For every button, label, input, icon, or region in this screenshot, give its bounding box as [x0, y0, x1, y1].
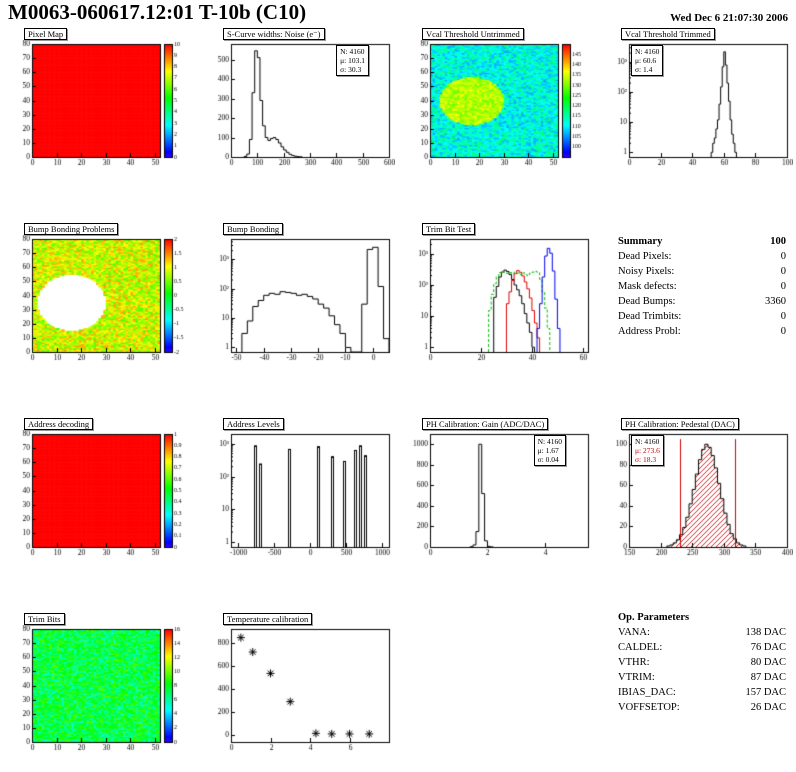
op-parameters-header: Op. Parameters	[618, 610, 786, 625]
summary-value: 0	[780, 266, 786, 277]
op-label: IBIAS_DAC:	[618, 687, 676, 698]
panel-trim-bits: Trim Bits	[6, 613, 198, 763]
summary-row-address-probl: Address Probl: 0	[618, 324, 786, 339]
trim-bit-test-histograms	[404, 235, 594, 365]
panel-title-ph-pedestal: PH Calibration: Pedestal (DAC)	[621, 418, 739, 430]
stat-mean: μ: 273.6	[635, 446, 660, 455]
panel-title-vcal-trimmed: Vcal Threshold Trimmed	[621, 28, 715, 40]
summary-label: Dead Pixels:	[618, 251, 672, 262]
panel-pixel-map: Pixel Map	[6, 28, 198, 178]
summary-value: 0	[780, 326, 786, 337]
stat-sigma: σ: 18.3	[635, 455, 657, 464]
stat-entries: N: 4160	[635, 437, 660, 446]
op-label: VOFFSETOP:	[618, 702, 680, 713]
stat-mean: μ: 103.1	[340, 56, 365, 65]
summary-value: 0	[780, 281, 786, 292]
panel-title-scurve-noise: S-Curve widths: Noise (e⁻)	[223, 28, 325, 40]
panel-vcal-untrimmed: Vcal Threshold Untrimmed	[404, 28, 596, 178]
op-row-caldel: CALDEL: 76 DAC	[618, 640, 786, 655]
page-title: M0063-060617.12:01 T-10b (C10)	[8, 0, 307, 24]
panel-title-bump-bonding: Bump Bonding	[223, 223, 284, 235]
panel-ph-gain: PH Calibration: Gain (ADC/DAC) N: 4160 μ…	[404, 418, 596, 568]
op-row-vtrim: VTRIM: 87 DAC	[618, 670, 786, 685]
op-row-voffsetop: VOFFSETOP: 26 DAC	[618, 700, 786, 715]
trim-bits-heatmap	[6, 625, 196, 755]
op-label: VTHR:	[618, 657, 650, 668]
stats-box-ph-gain: N: 4160 μ: 1.67 σ: 0.04	[533, 435, 566, 466]
summary-label: Dead Trimbits:	[618, 311, 682, 322]
op-value: 76 DAC	[750, 642, 786, 653]
panel-title-ph-gain: PH Calibration: Gain (ADC/DAC)	[422, 418, 549, 430]
address-decoding-heatmap	[6, 430, 196, 560]
stat-sigma: σ: 1.4	[635, 65, 653, 74]
op-row-ibias-dac: IBIAS_DAC: 157 DAC	[618, 685, 786, 700]
panel-title-trim-bit-test: Trim Bit Test	[422, 223, 476, 235]
op-label: VANA:	[618, 627, 650, 638]
op-value: 26 DAC	[750, 702, 786, 713]
op-value: 157 DAC	[745, 687, 786, 698]
stat-entries: N: 4160	[340, 47, 365, 56]
op-parameters-title: Op. Parameters	[618, 612, 690, 623]
summary-label: Mask defects:	[618, 281, 677, 292]
summary-row-dead-bumps: Dead Bumps: 3360	[618, 294, 786, 309]
panel-title-address-levels: Address Levels	[223, 418, 284, 430]
summary-title: Summary	[618, 236, 663, 247]
stat-entries: N: 4160	[635, 47, 660, 56]
summary-value: 3360	[765, 296, 786, 307]
summary-label: Address Probl:	[618, 326, 681, 337]
address-levels-histogram	[205, 430, 395, 560]
op-value: 138 DAC	[745, 627, 786, 638]
panel-trim-bit-test: Trim Bit Test	[404, 223, 596, 373]
stat-sigma: σ: 0.04	[537, 455, 559, 464]
summary-row-noisy-pixels: Noisy Pixels: 0	[618, 264, 786, 279]
stat-sigma: σ: 30.3	[340, 65, 362, 74]
summary-header: Summary 100	[618, 234, 786, 249]
panel-title-bump-problems: Bump Bonding Problems	[24, 223, 119, 235]
panel-bump-problems: Bump Bonding Problems	[6, 223, 198, 373]
summary-value: 0	[780, 251, 786, 262]
panel-scurve-noise: S-Curve widths: Noise (e⁻) N: 4160 μ: 10…	[205, 28, 397, 178]
panel-vcal-trimmed: Vcal Threshold Trimmed N: 4160 μ: 60.6 σ…	[603, 28, 795, 178]
op-label: VTRIM:	[618, 672, 655, 683]
summary-value: 0	[780, 311, 786, 322]
pixel-map-heatmap	[6, 40, 196, 170]
panel-ph-pedestal: PH Calibration: Pedestal (DAC) N: 4160 μ…	[603, 418, 795, 568]
stats-box-vcal-trimmed: N: 4160 μ: 60.6 σ: 1.4	[631, 45, 664, 76]
summary-label: Noisy Pixels:	[618, 266, 675, 277]
panel-address-decoding: Address decoding	[6, 418, 198, 568]
summary-row-dead-trimbits: Dead Trimbits: 0	[618, 309, 786, 324]
op-label: CALDEL:	[618, 642, 663, 653]
panel-title-trim-bits: Trim Bits	[24, 613, 65, 625]
op-row-vana: VANA: 138 DAC	[618, 625, 786, 640]
op-value: 87 DAC	[750, 672, 786, 683]
op-parameters-block: Op. Parameters VANA: 138 DAC CALDEL: 76 …	[618, 610, 786, 715]
panel-temperature-calibration: Temperature calibration	[205, 613, 397, 763]
bump-bonding-histogram	[205, 235, 395, 365]
stat-mean: μ: 60.6	[635, 56, 657, 65]
timestamp: Wed Dec 6 21:07:30 2006	[670, 12, 788, 24]
stat-mean: μ: 1.67	[537, 446, 559, 455]
summary-block: Summary 100 Dead Pixels: 0 Noisy Pixels:…	[618, 234, 786, 339]
panel-title-address-decoding: Address decoding	[24, 418, 94, 430]
stats-box-ph-pedestal: N: 4160 μ: 273.6 σ: 18.3	[631, 435, 664, 466]
bump-problems-heatmap	[6, 235, 196, 365]
summary-label: Dead Bumps:	[618, 296, 676, 307]
op-row-vthr: VTHR: 80 DAC	[618, 655, 786, 670]
panel-title-temperature-calibration: Temperature calibration	[223, 613, 313, 625]
temperature-calibration-scatter	[205, 625, 395, 755]
panel-address-levels: Address Levels	[205, 418, 397, 568]
vcal-untrimmed-heatmap	[404, 40, 594, 170]
panel-title-pixel-map: Pixel Map	[24, 28, 68, 40]
op-value: 80 DAC	[750, 657, 786, 668]
stat-entries: N: 4160	[537, 437, 562, 446]
panel-title-vcal-untrimmed: Vcal Threshold Untrimmed	[422, 28, 524, 40]
summary-row-mask-defects: Mask defects: 0	[618, 279, 786, 294]
summary-row-dead-pixels: Dead Pixels: 0	[618, 249, 786, 264]
summary-grade: 100	[770, 236, 786, 247]
panel-bump-bonding: Bump Bonding	[205, 223, 397, 373]
stats-box-scurve: N: 4160 μ: 103.1 σ: 30.3	[336, 45, 369, 76]
